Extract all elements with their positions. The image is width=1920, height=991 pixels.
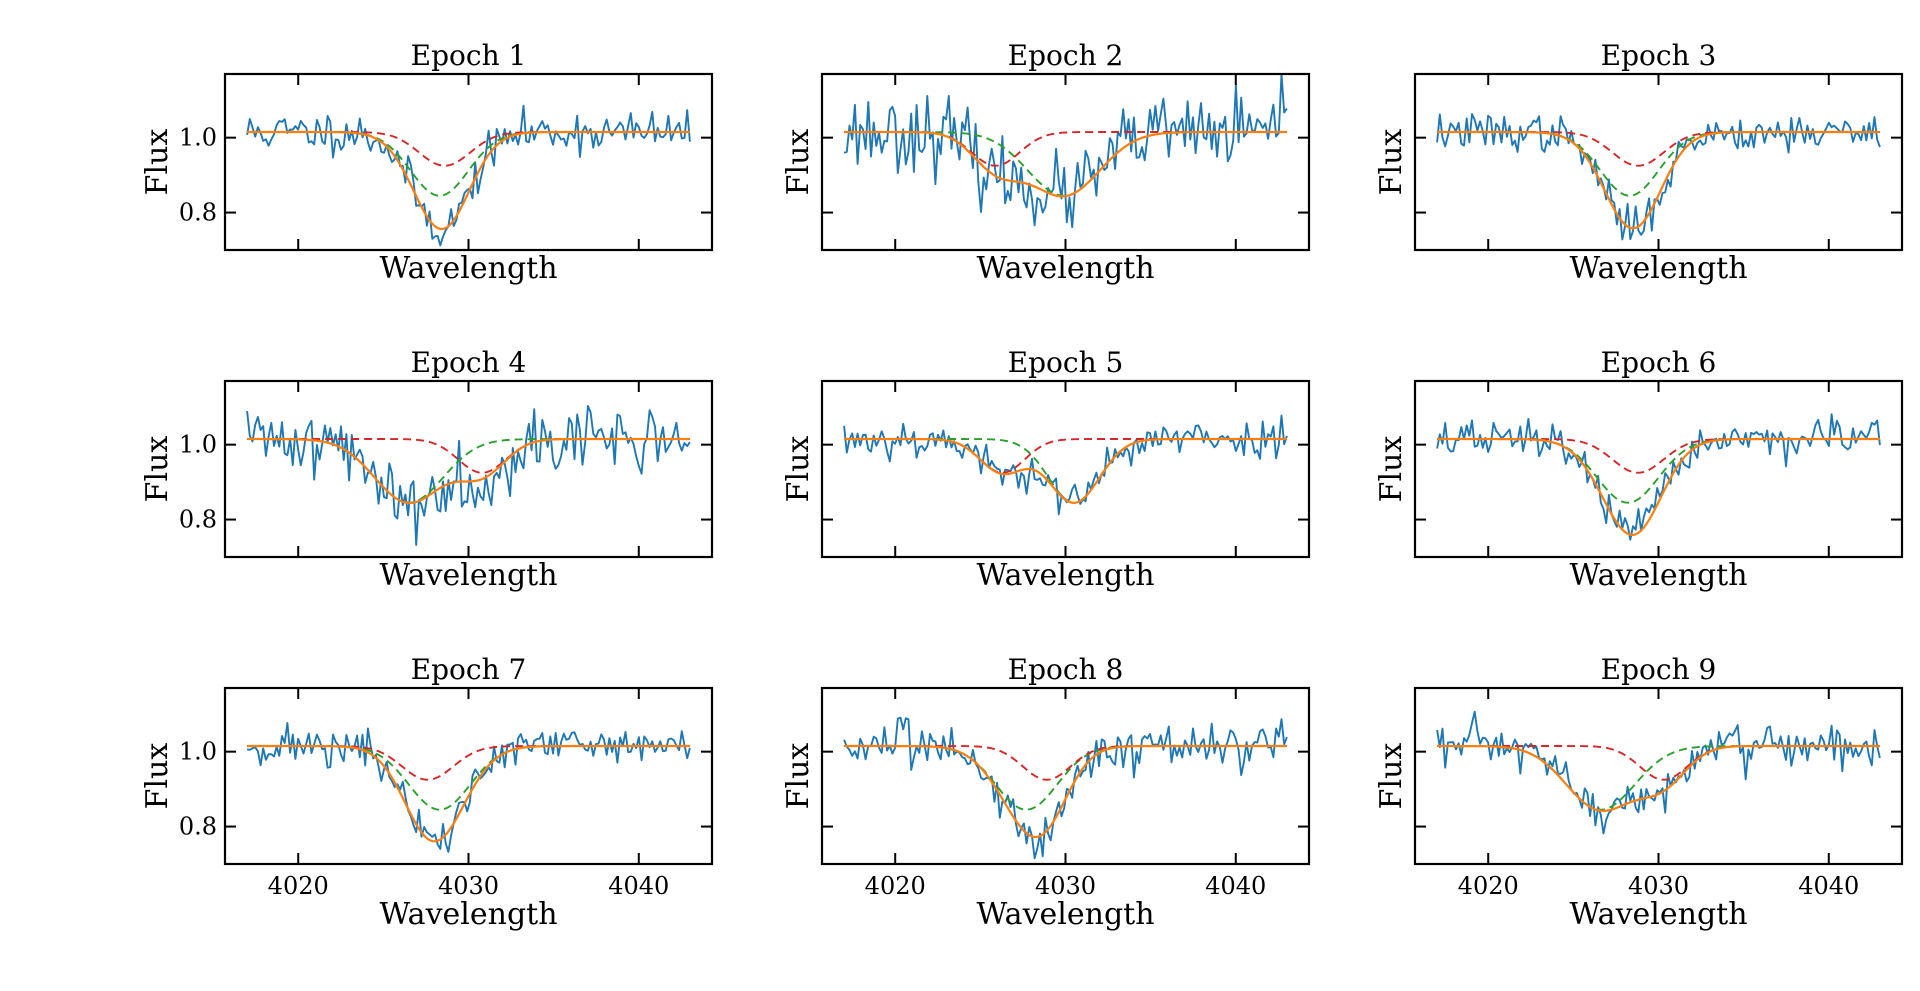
y-axis-label: Flux — [140, 129, 175, 196]
panel-title: Epoch 8 — [1008, 653, 1124, 686]
y-axis-label: Flux — [140, 436, 175, 503]
data-lines — [843, 74, 1288, 229]
panel-2: Epoch 2 Wavelength Flux — [781, 39, 1311, 286]
x-axis-label: Wavelength — [976, 251, 1154, 286]
component-1-curve — [1437, 131, 1880, 197]
y-tick-label: 1.0 — [179, 738, 217, 766]
component-1-curve — [247, 438, 690, 504]
panel-title: Epoch 5 — [1008, 346, 1124, 379]
axes-frame — [223, 72, 714, 252]
panel-title: Epoch 6 — [1601, 346, 1717, 379]
y-axis-label: Flux — [1374, 436, 1409, 503]
component-2-curve — [844, 131, 1287, 167]
x-tick-label: 4030 — [438, 872, 499, 900]
axes-frame — [1413, 72, 1904, 252]
observed-spectrum-line — [1436, 710, 1881, 835]
axes-frame — [820, 686, 1311, 866]
y-tick-label: 0.8 — [179, 199, 217, 227]
data-lines — [843, 414, 1288, 516]
model-fit-line — [247, 130, 690, 231]
model-fit-line — [1437, 437, 1880, 537]
y-tick-label: 1.0 — [179, 431, 217, 459]
component-2-curve — [844, 438, 1287, 474]
panel-8: 4020 4030 4040 Epoch 8 Wavelength Flux — [781, 653, 1311, 932]
x-tick-label: 4030 — [1035, 872, 1096, 900]
model-fit-line — [247, 744, 690, 843]
panel-5: Epoch 5 Wavelength Flux — [781, 346, 1311, 593]
observed-spectrum-line — [246, 104, 691, 247]
panel-title: Epoch 7 — [411, 653, 527, 686]
data-lines — [246, 404, 691, 546]
x-axis-label: Wavelength — [1569, 558, 1747, 593]
data-lines — [843, 716, 1288, 860]
axes-frame — [820, 379, 1311, 559]
component-1-curve — [247, 131, 690, 197]
component-1-curve — [844, 438, 1287, 504]
x-tick-label: 4030 — [1628, 872, 1689, 900]
y-tick-label: 0.8 — [179, 506, 217, 534]
observed-spectrum-line — [843, 716, 1288, 860]
component-2-curve — [1437, 438, 1880, 474]
panel-7: 4020 4030 4040 0.8 1.0 Epoch 7 Wavelength Flux — [140, 653, 714, 932]
observed-spectrum-line — [843, 74, 1288, 229]
panel-3: Epoch 3 Wavelength Flux — [1374, 39, 1904, 286]
x-axis-label: Wavelength — [379, 251, 557, 286]
model-fit-line — [844, 437, 1287, 505]
model-fit-line — [844, 130, 1287, 198]
panel-title: Epoch 2 — [1008, 39, 1124, 72]
model-fit-line — [844, 744, 1287, 839]
x-axis-label: Wavelength — [976, 558, 1154, 593]
panel-title: Epoch 3 — [1601, 39, 1717, 72]
panel-1: 0.8 1.0 Epoch 1 Wavelength Flux — [140, 39, 714, 286]
y-axis-label: Flux — [1374, 743, 1409, 810]
panel-title: Epoch 1 — [411, 39, 527, 72]
y-axis-label: Flux — [781, 436, 816, 503]
x-axis-label: Wavelength — [379, 558, 557, 593]
data-lines — [246, 104, 691, 247]
y-axis-label: Flux — [140, 743, 175, 810]
data-lines — [1436, 413, 1881, 541]
panel-6: Epoch 6 Wavelength Flux — [1374, 346, 1904, 593]
panel-4: 0.8 1.0 Epoch 4 Wavelength Flux — [140, 346, 714, 593]
x-tick-label: 4040 — [1205, 872, 1266, 900]
observed-spectrum-line — [1436, 413, 1881, 541]
component-2-curve — [247, 131, 690, 167]
x-tick-label: 4040 — [1798, 872, 1859, 900]
component-1-curve — [1437, 745, 1880, 811]
x-tick-label: 4020 — [1458, 872, 1519, 900]
panel-title: Epoch 9 — [1601, 653, 1717, 686]
data-lines — [246, 721, 691, 853]
y-axis-label: Flux — [1374, 129, 1409, 196]
y-tick-label: 1.0 — [179, 124, 217, 152]
data-lines — [1436, 113, 1881, 241]
model-fit-line — [247, 437, 690, 505]
observed-spectrum-line — [246, 404, 691, 546]
panel-9: 4020 4030 4040 Epoch 9 Wavelength Flux — [1374, 653, 1904, 932]
data-lines — [1436, 710, 1881, 835]
x-tick-label: 4020 — [865, 872, 926, 900]
observed-spectrum-line — [1436, 113, 1881, 241]
component-2-curve — [247, 745, 690, 781]
x-tick-label: 4020 — [268, 872, 329, 900]
x-axis-label: Wavelength — [1569, 897, 1747, 932]
model-fit-line — [1437, 744, 1880, 812]
x-tick-label: 4040 — [608, 872, 669, 900]
y-axis-label: Flux — [781, 743, 816, 810]
axes-frame — [1413, 686, 1904, 866]
axes-frame — [1413, 379, 1904, 559]
x-axis-label: Wavelength — [379, 897, 557, 932]
y-axis-label: Flux — [781, 129, 816, 196]
panel-title: Epoch 4 — [411, 346, 527, 379]
y-tick-label: 0.8 — [179, 813, 217, 841]
axes-frame — [223, 686, 714, 866]
x-axis-label: Wavelength — [1569, 251, 1747, 286]
model-fit-line — [1437, 130, 1880, 230]
x-axis-label: Wavelength — [976, 897, 1154, 932]
